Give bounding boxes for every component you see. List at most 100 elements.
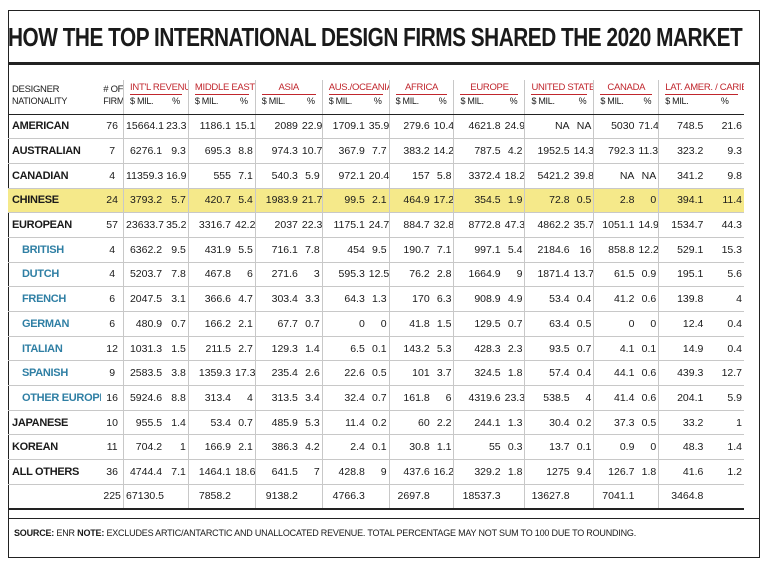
percent-cell: 18.2 (502, 163, 526, 189)
percent-cell: 0.1 (571, 434, 595, 461)
mil-header: $ MIL. (658, 96, 706, 115)
revenue-cell: 329.2 (453, 459, 503, 485)
revenue-cell: 143.2 (389, 336, 432, 362)
percent-cell (164, 484, 189, 510)
revenue-cell: 1051.1 (593, 212, 637, 238)
table-row: ALL OTHERS 36 4744.4 7.1 1464.1 18.6 641.5 7 428… (8, 459, 744, 485)
percent-cell: 2.6 (299, 360, 323, 387)
percent-cell: 0.7 (232, 410, 256, 436)
firms-cell: 11 (101, 434, 125, 461)
table-row: AUSTRALIAN 7 6276.1 9.3 695.3 8.8 974.3 10.7 367… (8, 138, 744, 164)
percent-cell: 9.3 (164, 138, 189, 164)
percent-cell: 9.5 (366, 237, 390, 263)
table-row: JAPANESE 10 955.5 1.4 53.4 0.7 485.9 5.3 11.4 0.2… (8, 410, 744, 436)
firms-cell: 6 (101, 286, 125, 312)
percent-cell: 15.3 (705, 237, 744, 263)
firms-cell: 4 (101, 237, 125, 263)
revenue-cell: NA (524, 114, 572, 140)
footnote: SOURCE: ENR NOTE: EXCLUDES ARTIC/ANTARCT… (14, 528, 636, 538)
pct-header: % (636, 96, 660, 115)
revenue-cell: 884.7 (389, 212, 432, 238)
percent-cell: 0.4 (571, 286, 595, 312)
revenue-cell: 540.3 (255, 163, 300, 189)
region-header: LAT. AMER. / CARIB. (665, 82, 744, 95)
revenue-cell: 6.5 (322, 336, 367, 362)
revenue-cell: 1871.4 (524, 262, 572, 288)
percent-cell: 1.1 (431, 434, 455, 461)
region-header: CANADA (593, 80, 660, 96)
title-divider (8, 62, 760, 65)
nationality-cell: BRITISH (8, 237, 102, 263)
percent-cell: 39.8 (571, 163, 595, 189)
nationality-cell: CHINESE (8, 188, 102, 214)
table-row: FRENCH 6 2047.5 3.1 366.6 4.7 303.4 3.3 64.3 1.3 1… (8, 286, 744, 312)
table-row: SPANISH 9 2583.5 3.8 1359.3 17.3 235.4 2.6 22.6 0… (8, 360, 744, 387)
nationality-cell: GERMAN (8, 311, 102, 337)
percent-cell: 9 (502, 262, 526, 288)
revenue-cell: 341.2 (658, 163, 706, 189)
pct-header: % (705, 96, 744, 115)
firms-cell: 16 (101, 385, 125, 411)
percent-cell: 1.2 (705, 459, 744, 485)
revenue-cell: 2047.5 (123, 286, 165, 312)
revenue-cell: 41.6 (658, 459, 706, 485)
revenue-cell: 4862.2 (524, 212, 572, 238)
percent-cell: 2.3 (502, 336, 526, 362)
percent-cell: 22.9 (299, 114, 323, 140)
revenue-cell: 1464.1 (188, 459, 233, 485)
revenue-cell: 1275 (524, 459, 572, 485)
revenue-cell: 67.7 (255, 311, 300, 337)
firms-cell: 76 (101, 114, 125, 140)
revenue-cell: 716.1 (255, 237, 300, 263)
table-row: GERMAN 6 480.9 0.7 166.2 2.1 67.7 0.7 0 0 41.8 1.5 1… (8, 311, 744, 337)
revenue-cell: 529.1 (658, 237, 706, 263)
percent-cell: 11.3 (636, 138, 660, 164)
percent-cell: 17.2 (431, 188, 455, 214)
revenue-cell: 4621.8 (453, 114, 503, 140)
revenue-cell: 4744.4 (123, 459, 165, 485)
percent-cell: 71.4 (636, 114, 660, 140)
firms-cell: 9 (101, 360, 125, 387)
percent-cell: 21.7 (299, 188, 323, 214)
firms-cell: 57 (101, 212, 125, 238)
revenue-cell: 244.1 (453, 410, 503, 436)
nationality-cell: AUSTRALIAN (8, 138, 102, 164)
revenue-cell: 485.9 (255, 410, 300, 436)
revenue-cell: 323.2 (658, 138, 706, 164)
percent-cell: 5.8 (431, 163, 455, 189)
percent-cell: 16.2 (431, 459, 455, 485)
revenue-cell: 1952.5 (524, 138, 572, 164)
percent-cell: 4.9 (502, 286, 526, 312)
region-header: INT'L REVENUE (123, 80, 189, 96)
revenue-cell: 394.1 (658, 188, 706, 214)
percent-cell (366, 484, 390, 510)
percent-cell: 23.3 (502, 385, 526, 411)
table-row: CHINESE 24 3793.2 5.7 420.7 5.4 1983.9 21.7 99.5… (8, 188, 744, 214)
percent-cell: 8.8 (232, 138, 256, 164)
mil-header: $ MIL. (188, 96, 233, 115)
table-row: BRITISH 4 6362.2 9.5 431.9 5.5 716.1 7.8 454 9.5 1… (8, 237, 744, 263)
percent-cell: 11.4 (705, 188, 744, 214)
revenue-cell: 15664.1 (123, 114, 165, 140)
nationality-cell: EUROPEAN (8, 212, 102, 238)
revenue-cell: 61.5 (593, 262, 637, 288)
revenue-cell: 170 (389, 286, 432, 312)
revenue-cell: 44.1 (593, 360, 637, 387)
nationality-cell: FRENCH (8, 286, 102, 312)
revenue-cell: 955.5 (123, 410, 165, 436)
nationality-cell: JAPANESE (8, 410, 102, 436)
revenue-cell: 48.3 (658, 434, 706, 461)
percent-cell: 0.1 (636, 336, 660, 362)
percent-cell: 42.2 (232, 212, 256, 238)
percent-cell: 14.2 (431, 138, 455, 164)
source-label: SOURCE: (14, 528, 55, 538)
revenue-cell: 204.1 (658, 385, 706, 411)
revenue-cell: 93.5 (524, 336, 572, 362)
revenue-cell: 695.3 (188, 138, 233, 164)
percent-cell: 44.3 (705, 212, 744, 238)
percent-cell: 0.5 (366, 360, 390, 387)
firms-cell: 225 (101, 484, 125, 510)
percent-cell: 0.4 (705, 311, 744, 337)
revenue-cell: 190.7 (389, 237, 432, 263)
percent-cell: 5.9 (705, 385, 744, 411)
